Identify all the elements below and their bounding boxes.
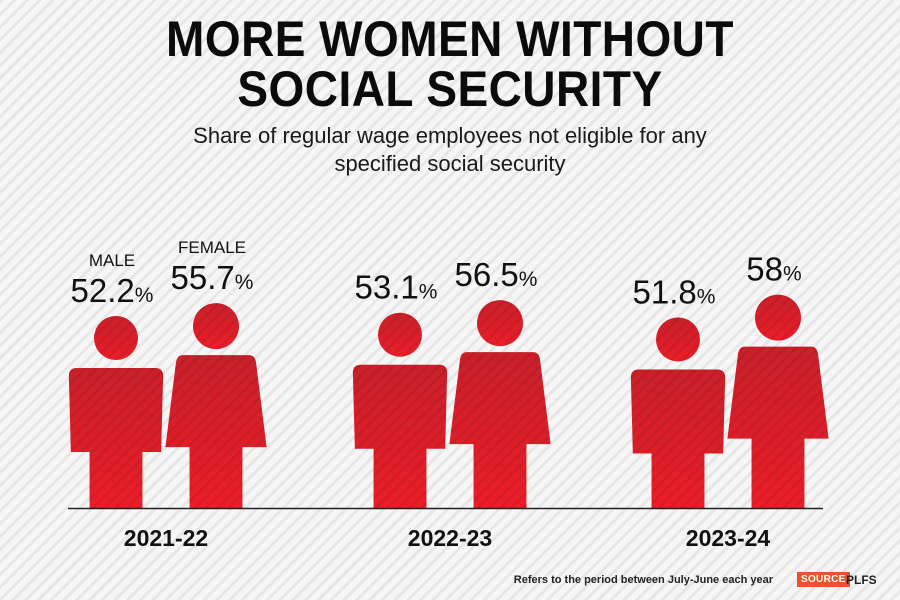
value-label-female-2023-24: 58%: [746, 251, 801, 288]
value-label-female-2022-23: 56.5%: [455, 256, 538, 293]
value-label-male-2021-22: 52.2%: [71, 272, 154, 309]
figure-body-texture-male-2023-24: [630, 369, 726, 508]
legend-female: FEMALE: [178, 238, 246, 257]
title-line-2: SOCIAL SECURITY: [237, 61, 663, 117]
figure-head-texture-female-2021-22: [193, 303, 239, 350]
figure-body-texture-female-2021-22: [165, 355, 267, 508]
source-badge: SOURCE: [797, 572, 850, 587]
legend-male: MALE: [89, 251, 135, 270]
value-label-male-2023-24: 51.8%: [633, 273, 716, 310]
percent-unit: %: [783, 263, 802, 286]
figure-body-texture-male-2021-22: [68, 368, 164, 508]
title-line-1: MORE WOMEN WITHOUT: [166, 11, 734, 67]
percent-unit: %: [519, 268, 538, 291]
figure-body-texture-female-2022-23: [449, 352, 551, 508]
footnote: Refers to the period between July-June e…: [513, 574, 773, 586]
category-label-2022-23: 2022-23: [408, 525, 492, 551]
percent-unit: %: [135, 284, 154, 307]
category-label-2023-24: 2023-24: [686, 525, 771, 551]
percent-unit: %: [697, 285, 716, 308]
value-label-female-2021-22: 55.7%: [171, 259, 254, 296]
subtitle: Share of regular wage employees not elig…: [0, 122, 900, 178]
subtitle-line-2: specified social security: [334, 151, 566, 176]
figure-body-texture-male-2022-23: [352, 364, 448, 508]
source-value: PLFS: [846, 573, 877, 587]
figure-head-texture-male-2021-22: [94, 316, 138, 360]
figure-body-texture-female-2023-24: [727, 346, 829, 508]
subtitle-line-1: Share of regular wage employees not elig…: [193, 123, 707, 148]
figure-head-texture-male-2023-24: [656, 317, 700, 362]
figure-head-texture-male-2022-23: [378, 312, 422, 357]
percent-unit: %: [419, 281, 438, 304]
value-label-male-2022-23: 53.1%: [355, 269, 438, 306]
percent-unit: %: [235, 271, 254, 294]
page-title: MORE WOMEN WITHOUT SOCIAL SECURITY: [36, 14, 864, 114]
category-label-2021-22: 2021-22: [124, 525, 208, 551]
figure-head-texture-female-2023-24: [755, 294, 801, 341]
figure-head-texture-female-2022-23: [477, 300, 523, 347]
